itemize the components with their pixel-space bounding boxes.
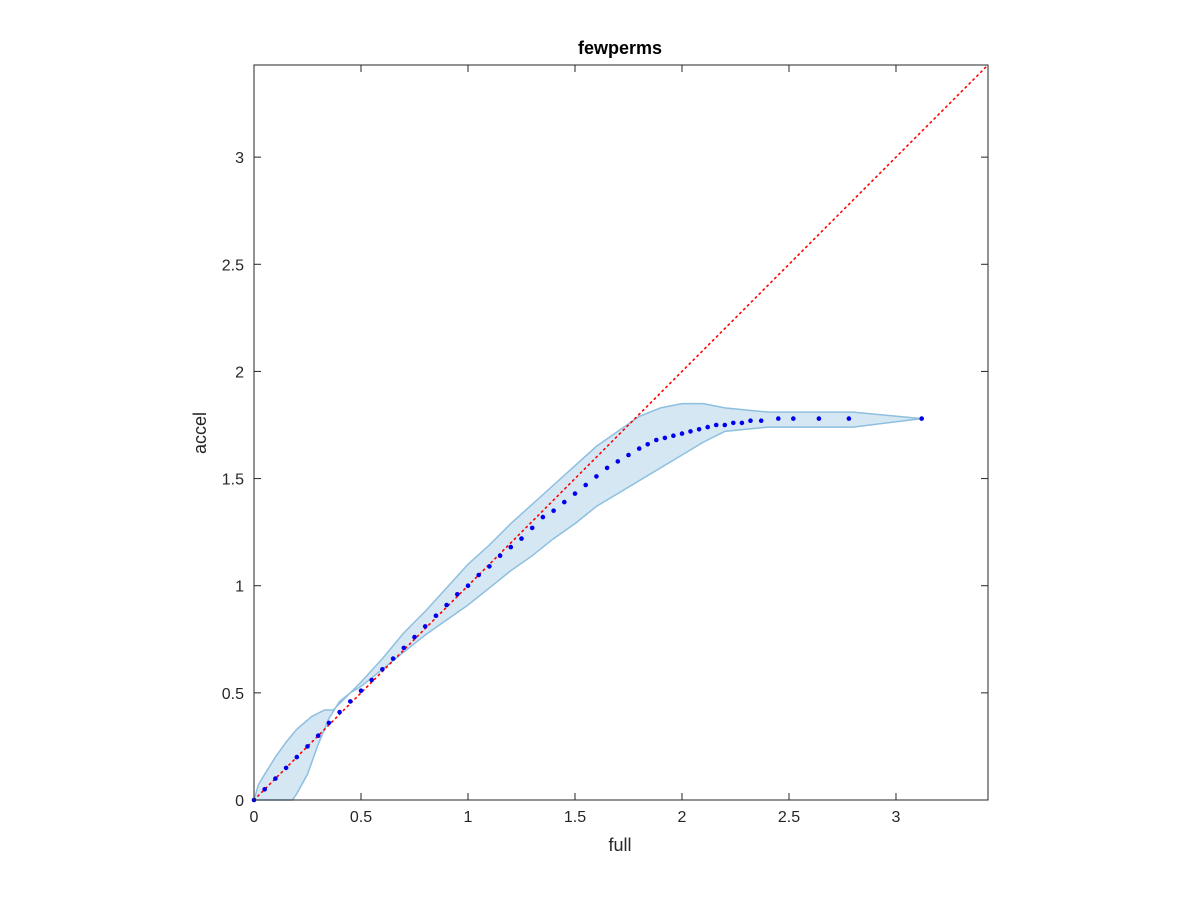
data-point — [529, 525, 535, 531]
data-point — [315, 733, 321, 738]
data-point — [739, 420, 745, 426]
confidence-band — [253, 402, 922, 801]
axes-box — [253, 64, 989, 801]
data-point — [433, 613, 439, 618]
data-point — [679, 431, 685, 436]
data-point — [776, 416, 781, 421]
y-axis-label: accel — [190, 412, 210, 454]
data-point — [615, 459, 621, 464]
data-point — [273, 776, 278, 781]
data-point — [594, 474, 599, 479]
data-point — [791, 416, 796, 421]
data-point — [369, 677, 375, 683]
data-point — [671, 433, 676, 439]
data-point — [816, 416, 822, 421]
confidence-band-layer — [253, 402, 922, 801]
data-point — [283, 765, 289, 771]
data-point — [551, 508, 556, 513]
data-point — [636, 446, 642, 451]
data-point — [390, 656, 396, 661]
y-tick-label: 2 — [235, 364, 244, 381]
data-point — [465, 583, 471, 588]
data-point — [583, 482, 588, 488]
data-point — [846, 416, 852, 421]
data-point — [748, 418, 753, 424]
data-point — [731, 420, 736, 426]
x-tick-label: 0.5 — [350, 809, 372, 826]
data-point — [401, 645, 407, 651]
data-point — [476, 572, 482, 578]
x-tick-label: 1 — [464, 809, 473, 826]
data-point — [358, 688, 364, 693]
x-tick-label: 3 — [892, 809, 901, 826]
data-point — [626, 452, 631, 458]
reference-line-layer — [253, 64, 989, 801]
data-point — [487, 564, 492, 569]
chart-title: fewperms — [578, 38, 662, 58]
data-point — [562, 499, 567, 505]
data-point — [412, 634, 417, 640]
data-point — [262, 787, 268, 792]
data-point — [713, 422, 719, 428]
y-tick-label: 2.5 — [222, 257, 244, 274]
y-tick-label: 1.5 — [222, 472, 244, 489]
x-tick-label: 2.5 — [778, 809, 800, 826]
reference-line — [253, 64, 989, 801]
data-point — [572, 491, 578, 496]
axes-layer: 0 0.5 1 1.5 2 2.5 3 0 0.5 1 1.5 2 2.5 3 — [222, 64, 989, 826]
y-tick-label: 0.5 — [222, 686, 244, 703]
data-point — [662, 435, 668, 441]
data-point — [604, 465, 610, 471]
x-tick-label: 2 — [678, 809, 687, 826]
data-point — [696, 427, 702, 432]
data-point — [540, 514, 546, 520]
data-point — [705, 424, 710, 430]
data-point — [919, 416, 924, 421]
y-tick-label: 3 — [235, 150, 244, 167]
data-point — [444, 602, 449, 608]
data-point — [688, 429, 693, 434]
data-point — [380, 667, 385, 672]
y-tick-label: 1 — [235, 579, 244, 596]
data-point — [326, 720, 332, 726]
data-point — [337, 709, 342, 715]
data-point — [722, 422, 728, 428]
x-axis-label: full — [608, 835, 631, 855]
data-point — [455, 592, 460, 597]
data-point — [294, 754, 300, 760]
data-point — [645, 442, 650, 447]
x-tick-label: 1.5 — [564, 809, 586, 826]
data-point — [519, 536, 524, 541]
data-point — [508, 544, 514, 550]
data-point — [305, 744, 310, 749]
x-tick-label: 0 — [250, 809, 259, 826]
data-point — [758, 418, 764, 424]
data-point — [654, 437, 659, 443]
y-tick-label: 0 — [235, 793, 244, 810]
data-points-layer — [251, 416, 924, 803]
data-point — [422, 624, 428, 629]
data-point — [348, 699, 353, 704]
data-point — [497, 553, 503, 558]
